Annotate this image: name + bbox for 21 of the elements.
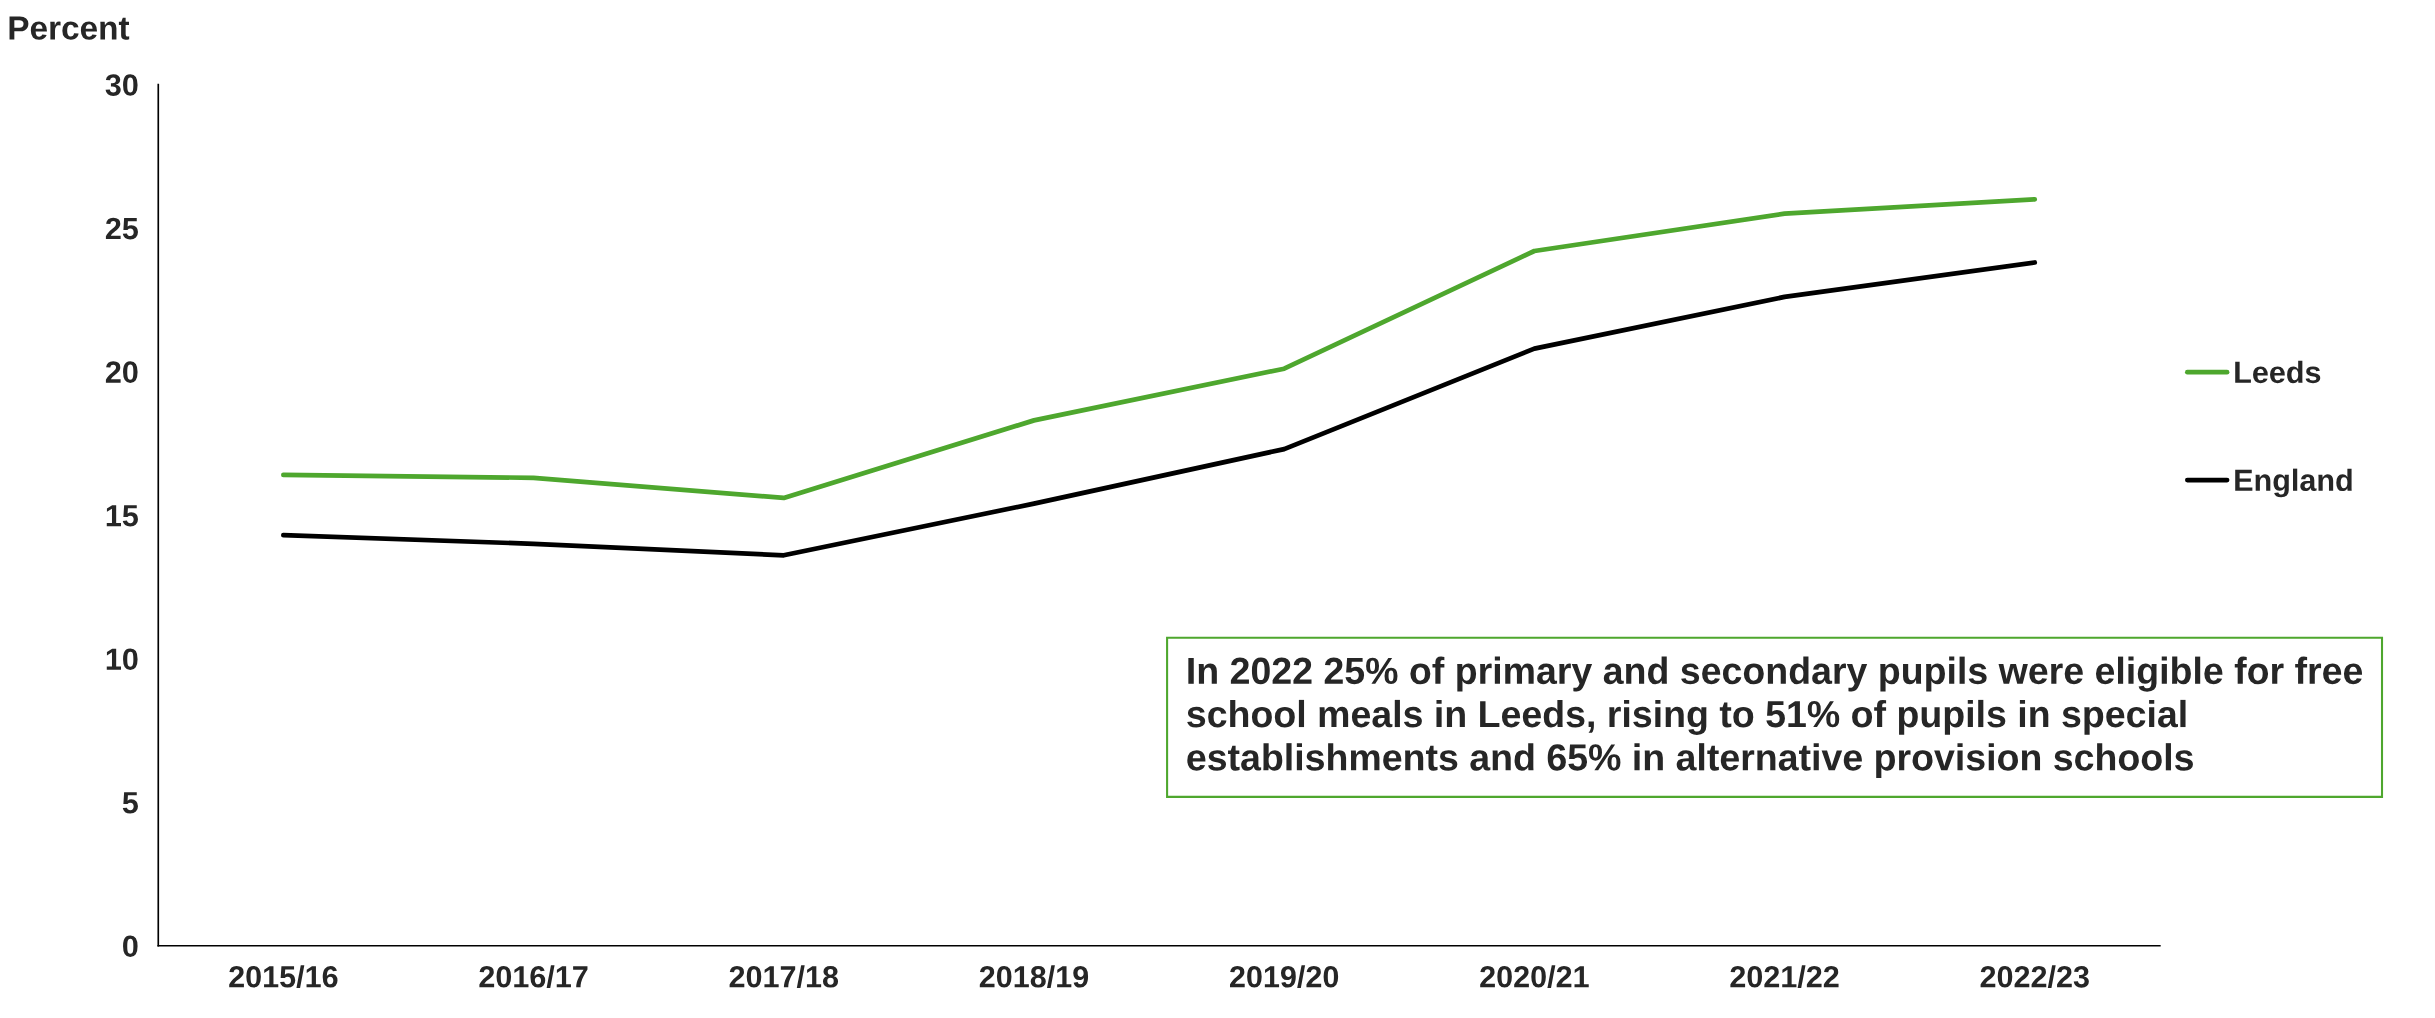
- y-axis-title: Percent: [9, 16, 130, 40]
- x-tick-label: 2017/18: [729, 965, 839, 988]
- y-tick-label: 10: [106, 648, 138, 671]
- line-series: [281, 260, 2038, 558]
- y-tick-label: 15: [106, 505, 138, 527]
- x-tick-label: 2020/21: [1480, 965, 1589, 988]
- x-tick-label: 2019/20: [1230, 965, 1339, 988]
- x-tick-label: 2016/17: [479, 965, 588, 988]
- legend-label: Leeds: [2235, 360, 2321, 384]
- legend-label: England: [2235, 468, 2352, 498]
- line-series: [281, 196, 2038, 501]
- y-tick-label: 5: [122, 792, 138, 814]
- y-tick-label: 20: [105, 361, 138, 383]
- annotation: In 2022 25% of primary and secondary pupils were eligible for free school meals in Leeds, rising to 51% of pupils in special establishments and 65% in alternative provision schools: [1187, 656, 2363, 779]
- x-tick-label: 2022/23: [1980, 965, 2089, 988]
- y-tick-label: 0: [123, 935, 138, 958]
- x-tick-label: 2015/16: [229, 965, 338, 988]
- x-tick-label: 2018/19: [979, 965, 1089, 988]
- y-tick-label: 30: [105, 74, 138, 96]
- y-tick-label: 25: [105, 217, 138, 240]
- x-tick-label: 2021/22: [1730, 965, 1839, 988]
